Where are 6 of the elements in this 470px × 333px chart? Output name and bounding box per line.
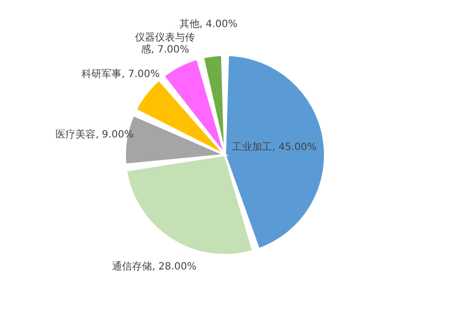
slice-label: 其他, 4.00%: [179, 18, 238, 30]
slice-label: 仪器仪表与传感, 7.00%: [135, 31, 196, 56]
slice-label: 医疗美容, 9.00%: [56, 128, 134, 140]
slice-label: 科研军事, 7.00%: [82, 68, 160, 80]
slice-label: 通信存储, 28.00%: [112, 260, 197, 272]
slice-label: 工业加工, 45.00%: [232, 141, 317, 154]
